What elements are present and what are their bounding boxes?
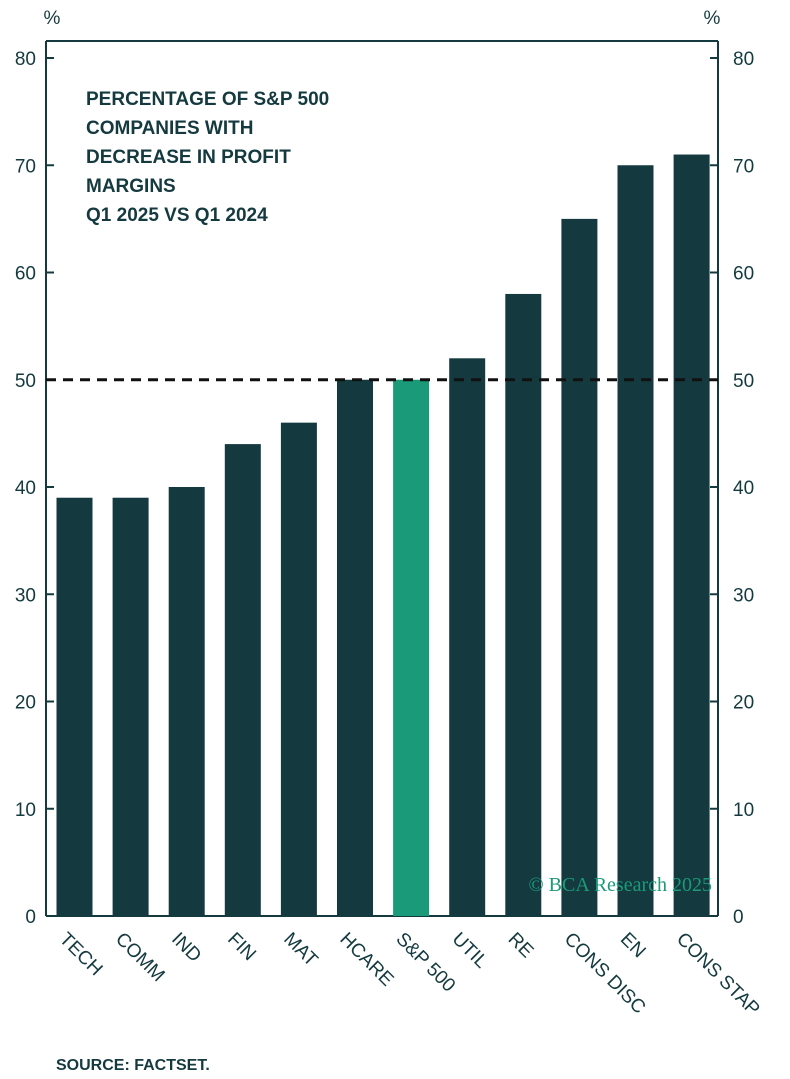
- right-tick-label: 10: [733, 800, 754, 821]
- bar-comm: [112, 497, 149, 916]
- bar-ind: [168, 487, 205, 916]
- left-tick-label: 20: [15, 693, 36, 714]
- bar-en: [617, 165, 654, 916]
- left-tick-label: 70: [15, 156, 36, 177]
- bar-hcare: [337, 379, 373, 916]
- bar-cons-stap: [673, 154, 710, 916]
- bar-re: [505, 293, 542, 916]
- title-line: MARGINS: [86, 176, 176, 197]
- right-tick-label: 50: [733, 371, 754, 392]
- bar-mat: [280, 422, 317, 916]
- right-tick-label: 70: [733, 156, 754, 177]
- axes: % % 0 0 10 10 20 20 30 30 40 40 50 50 60 60 70 70 80 80: [15, 8, 754, 928]
- chart-title: PERCENTAGE OF S&P 500 COMPANIES WITH DECRE…: [86, 89, 329, 226]
- bar-cons-disc: [561, 218, 598, 916]
- right-unit-label: %: [704, 8, 721, 29]
- source-note: SOURCE: FACTSET.: [56, 1057, 210, 1074]
- right-tick-label: 30: [733, 585, 754, 606]
- left-tick-label: 80: [15, 49, 36, 70]
- category-label: MAT: [279, 929, 321, 971]
- bars: [46, 154, 718, 916]
- right-tick-label: 40: [733, 478, 754, 499]
- category-label: TECH: [55, 929, 106, 980]
- bar-fin: [224, 444, 261, 916]
- category-label: COMM: [111, 929, 168, 986]
- watermark: © BCA Research 2025: [528, 874, 712, 896]
- category-label: UTIL: [448, 929, 492, 973]
- left-tick-label: 50: [15, 371, 36, 392]
- title-line: COMPANIES WITH: [86, 118, 253, 139]
- left-tick-label: 10: [15, 800, 36, 821]
- left-tick-label: 30: [15, 585, 36, 606]
- bar-util: [449, 358, 486, 916]
- bar-tech: [56, 497, 93, 916]
- title-line: Q1 2025 VS Q1 2024: [86, 205, 268, 226]
- right-tick-label: 0: [733, 907, 744, 928]
- category-label: S&P 500: [392, 929, 460, 997]
- left-unit-label: %: [44, 8, 61, 29]
- category-label: EN: [616, 929, 650, 963]
- category-label: FIN: [223, 929, 259, 965]
- left-tick-label: 60: [15, 264, 36, 285]
- right-tick-label: 60: [733, 264, 754, 285]
- left-tick-label: 40: [15, 478, 36, 499]
- category-label: HCARE: [335, 929, 397, 991]
- title-line: PERCENTAGE OF S&P 500: [86, 89, 329, 110]
- category-label: IND: [167, 929, 205, 967]
- category-label: CONS STAP: [672, 929, 763, 1020]
- left-tick-label: 0: [25, 907, 36, 928]
- right-tick-label: 80: [733, 49, 754, 70]
- right-tick-label: 20: [733, 693, 754, 714]
- title-line: DECREASE IN PROFIT: [86, 147, 291, 168]
- bar-s-p-500: [393, 379, 430, 916]
- category-label: RE: [504, 929, 538, 963]
